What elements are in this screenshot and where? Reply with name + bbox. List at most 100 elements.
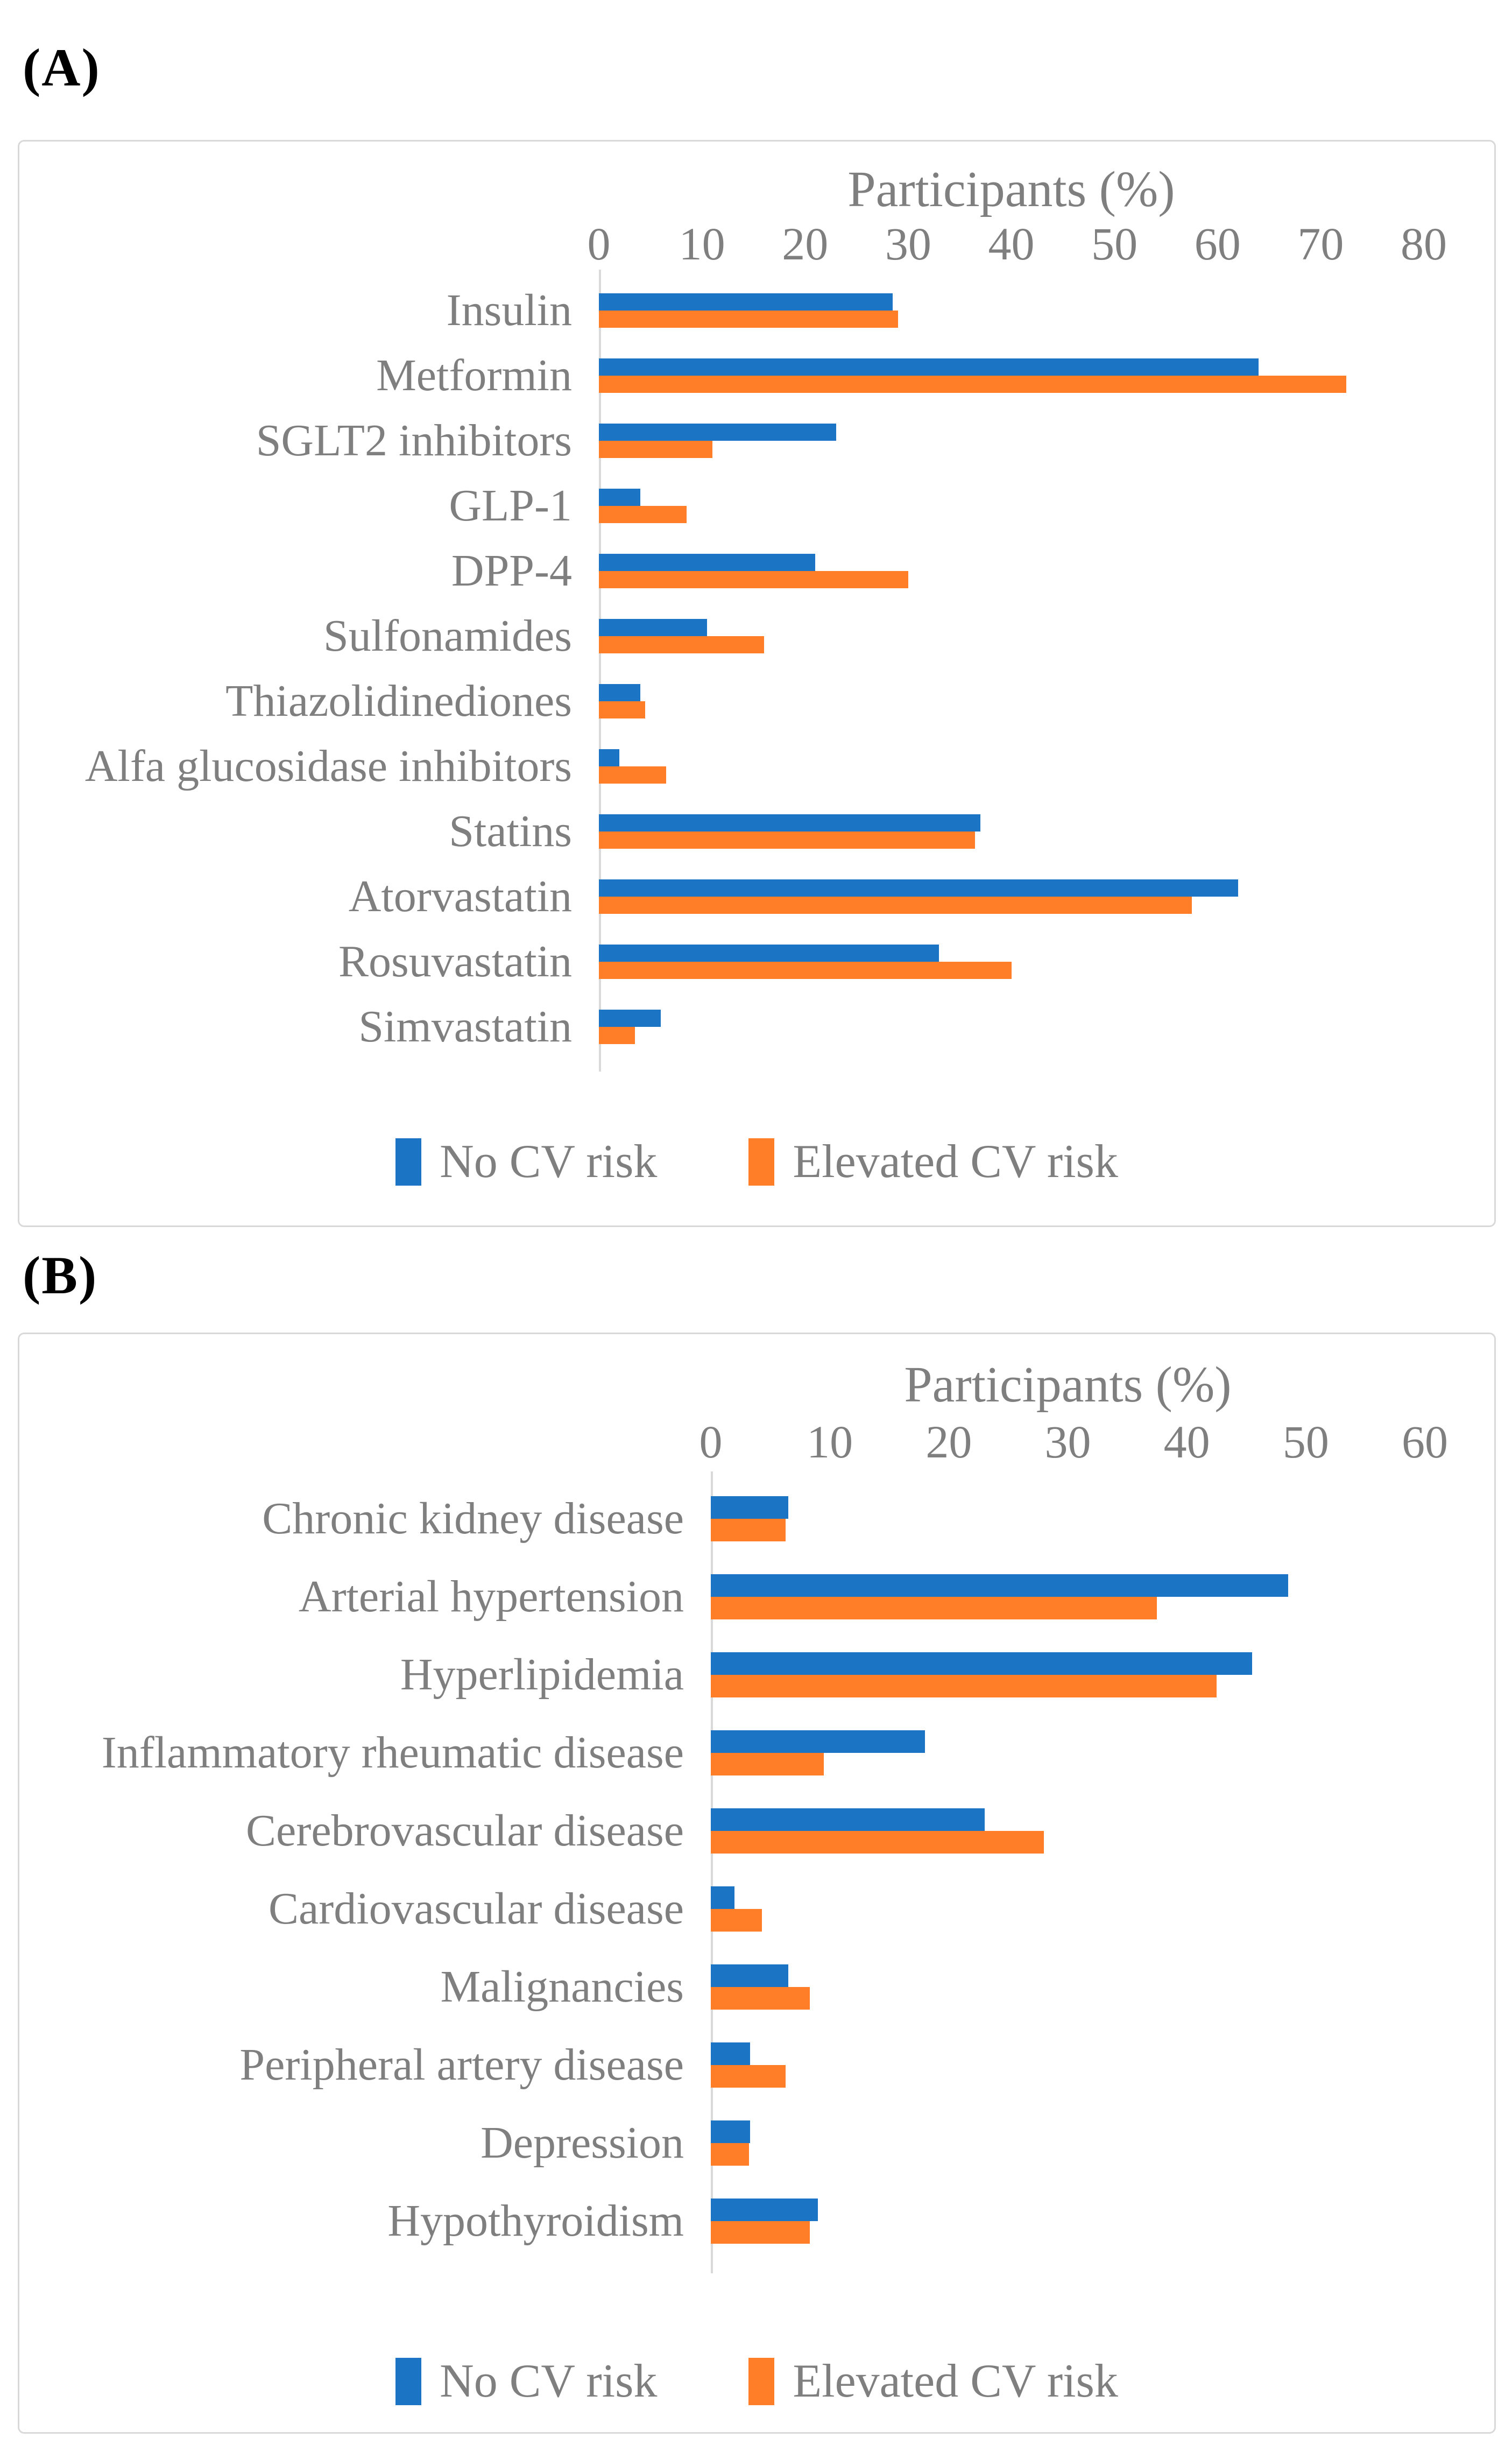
chart-row: Arterial hypertension — [19, 1558, 1494, 1636]
bar-no-cv-risk — [599, 488, 640, 506]
bar-no-cv-risk — [711, 1886, 735, 1909]
x-tick-label: 60 — [1402, 1416, 1448, 1468]
bar-no-cv-risk — [599, 293, 893, 311]
category-label: Thiazolidinediones — [225, 676, 572, 726]
chart-row: Sulfonamides — [19, 603, 1494, 668]
bar-no-cv-risk — [599, 553, 816, 571]
bar-elevated-cv-risk — [599, 766, 666, 784]
bar-no-cv-risk — [711, 1496, 788, 1519]
chart-row: Alfa glucosidase inhibitors — [19, 734, 1494, 799]
chart-row: SGLT2 inhibitors — [19, 408, 1494, 473]
bar-no-cv-risk — [599, 879, 1239, 897]
bar-no-cv-risk — [599, 684, 640, 701]
category-label: Statins — [449, 806, 572, 856]
legend-swatch-elevated-cv-risk — [748, 2357, 775, 2405]
x-tick-label: 0 — [587, 218, 611, 270]
chart-row: Hypothyroidism — [19, 2182, 1494, 2260]
chart-row: Simvastatin — [19, 994, 1494, 1059]
bar-group — [711, 1808, 1425, 1854]
bar-elevated-cv-risk — [711, 2221, 810, 2244]
x-tick-label: 10 — [679, 218, 725, 270]
bar-group — [599, 358, 1424, 393]
category-label: Rosuvastatin — [338, 936, 572, 987]
x-tick-label: 40 — [1163, 1416, 1210, 1468]
legend-item-elevated-cv-risk: Elevated CV risk — [748, 1135, 1118, 1189]
x-tick-label: 40 — [988, 218, 1035, 270]
bar-elevated-cv-risk — [711, 2143, 749, 2166]
bar-elevated-cv-risk — [599, 636, 764, 653]
bar-elevated-cv-risk — [599, 505, 687, 523]
category-label: Arterial hypertension — [298, 1572, 684, 1622]
category-label: Chronic kidney disease — [262, 1493, 684, 1544]
legend-label: No CV risk — [440, 1136, 658, 1188]
bar-group — [599, 749, 1424, 784]
bar-group — [599, 1009, 1424, 1044]
x-axis-title: Participants (%) — [904, 1357, 1232, 1413]
bar-no-cv-risk — [711, 2198, 818, 2221]
bar-elevated-cv-risk — [599, 310, 898, 328]
category-label: Hyperlipidemia — [400, 1650, 684, 1700]
bar-rows: Chronic kidney disease Arterial hypertens… — [19, 1479, 1494, 2260]
legend-label: Elevated CV risk — [793, 2355, 1118, 2407]
bar-no-cv-risk — [711, 1808, 985, 1831]
bar-group — [711, 1496, 1425, 1541]
bar-elevated-cv-risk — [599, 570, 908, 588]
bar-group — [711, 1730, 1425, 1775]
x-tick-label: 0 — [699, 1416, 723, 1468]
x-axis-ticks: 0 10 20 30 40 50 60 — [700, 1415, 1449, 1469]
x-tick-label: 50 — [1091, 218, 1138, 270]
category-label: Hypothyroidism — [387, 2196, 684, 2246]
legend-label: No CV risk — [440, 2355, 658, 2407]
chart-row: Depression — [19, 2104, 1494, 2182]
bar-elevated-cv-risk — [599, 831, 976, 849]
bar-no-cv-risk — [711, 1964, 788, 1987]
bar-elevated-cv-risk — [599, 1026, 635, 1044]
chart-row: Thiazolidinediones — [19, 668, 1494, 734]
x-tick-label: 20 — [782, 218, 829, 270]
bar-elevated-cv-risk — [599, 701, 646, 718]
bar-no-cv-risk — [711, 1652, 1253, 1675]
x-tick-label: 10 — [807, 1416, 853, 1468]
x-tick-label: 20 — [925, 1416, 972, 1468]
x-tick-label: 60 — [1194, 218, 1241, 270]
panel-b-label: (B) — [23, 1245, 98, 1305]
legend-item-no-cv-risk: No CV risk — [395, 1135, 657, 1189]
category-label: Inflammatory rheumatic disease — [101, 1728, 684, 1778]
chart-row: Hyperlipidemia — [19, 1636, 1494, 1714]
bar-elevated-cv-risk — [711, 1674, 1217, 1697]
bar-no-cv-risk — [599, 618, 708, 636]
category-label: GLP-1 — [449, 481, 572, 531]
bar-elevated-cv-risk — [711, 1830, 1044, 1854]
bar-elevated-cv-risk — [599, 440, 712, 458]
bar-group — [599, 488, 1424, 523]
panel-a-label: (A) — [23, 38, 101, 97]
bar-no-cv-risk — [711, 2120, 750, 2143]
bar-elevated-cv-risk — [711, 1986, 810, 2010]
x-tick-label: 30 — [1044, 1416, 1091, 1468]
bar-group — [711, 2120, 1425, 2166]
category-label: Cerebrovascular disease — [246, 1806, 684, 1856]
bar-no-cv-risk — [599, 814, 980, 832]
bar-group — [711, 1574, 1425, 1619]
panel-a-chart: Participants (%) 0 10 20 30 40 50 60 70 80 Insul… — [18, 140, 1496, 1227]
bar-elevated-cv-risk — [711, 2064, 786, 2088]
bar-group — [711, 1964, 1425, 2010]
chart-row: Cerebrovascular disease — [19, 1792, 1494, 1870]
chart-row: Insulin — [19, 278, 1494, 343]
legend-swatch-no-cv-risk — [395, 2357, 422, 2405]
bar-group — [599, 684, 1424, 718]
x-tick-label: 70 — [1297, 218, 1344, 270]
bar-no-cv-risk — [711, 1730, 925, 1753]
legend: No CV risk Elevated CV risk — [19, 2354, 1494, 2408]
bar-group — [599, 423, 1424, 458]
bar-group — [599, 553, 1424, 588]
bar-elevated-cv-risk — [711, 1752, 824, 1775]
bar-group — [599, 618, 1424, 653]
bar-group — [711, 1886, 1425, 1932]
bar-group — [711, 2198, 1425, 2244]
bar-no-cv-risk — [599, 1009, 661, 1027]
bar-elevated-cv-risk — [711, 1596, 1157, 1619]
category-label: Depression — [481, 2118, 684, 2168]
category-label: Atorvastatin — [348, 871, 572, 921]
